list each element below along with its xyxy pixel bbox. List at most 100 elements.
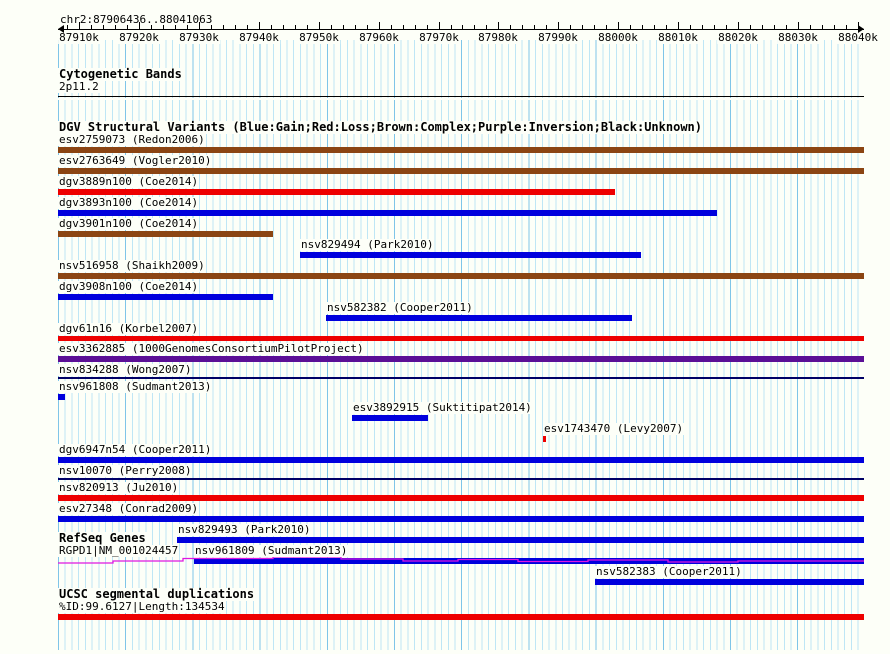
dgv-variant-bar[interactable] (543, 436, 546, 442)
dgv-variant-bar[interactable] (177, 537, 864, 543)
ruler-tick-major (79, 22, 80, 30)
ruler-tick-minor (762, 25, 763, 30)
ruler-tick-major (798, 22, 799, 30)
ruler-tick-minor (570, 25, 571, 30)
ruler-tick-label: 87940k (238, 31, 280, 44)
dgv-variant-bar[interactable] (58, 336, 864, 341)
dgv-variant-bar[interactable] (58, 231, 273, 237)
dgv-variant-bar[interactable] (58, 294, 273, 300)
ruler-tick-label: 88040k (837, 31, 879, 44)
ruler-tick-minor (654, 25, 655, 30)
ruler-tick-label: 87910k (58, 31, 100, 44)
dgv-variant-bar[interactable] (58, 189, 615, 195)
dgv-variant-label: dgv3893n100 (Coe2014) (58, 196, 200, 209)
ruler-tick-minor (714, 25, 715, 30)
ruler-tick-minor (786, 25, 787, 30)
dgv-variant-label: esv3362885 (1000GenomesConsortiumPilotPr… (58, 342, 365, 355)
ruler-tick-minor (474, 25, 475, 30)
ruler-tick-minor (486, 25, 487, 30)
ruler-tick-minor (235, 25, 236, 30)
ruler-tick-label: 87950k (298, 31, 340, 44)
ruler-tick-minor (822, 25, 823, 30)
ruler-tick-minor (810, 25, 811, 30)
dgv-variant-bar[interactable] (58, 377, 864, 379)
locus-label: chr2:87906436..88041063 (59, 13, 214, 26)
dgv-variant-label: nsv829493 (Park2010) (177, 523, 312, 536)
ruler-tick-major (319, 22, 320, 30)
ruler-tick-major (618, 22, 619, 30)
ruler-tick-minor (343, 25, 344, 30)
dgv-variant-bar[interactable] (326, 315, 632, 321)
ruler-tick-minor (510, 25, 511, 30)
ruler-tick-minor (846, 25, 847, 30)
ruler-tick-major (439, 22, 440, 30)
dgv-variant-bar[interactable] (58, 147, 864, 153)
ruler-tick-minor (127, 25, 128, 30)
ruler-tick-label: 87980k (477, 31, 519, 44)
dgv-variant-bar[interactable] (58, 168, 864, 174)
ruler-right-arrow-icon (858, 25, 864, 33)
dgv-variant-label: nsv820913 (Ju2010) (58, 481, 180, 494)
ruler-tick-label: 88030k (777, 31, 819, 44)
dgv-variant-bar[interactable] (58, 210, 717, 216)
cytoband-track-rule (58, 96, 864, 97)
dgv-variant-bar[interactable] (58, 273, 864, 279)
dgv-variant-bar[interactable] (58, 356, 864, 362)
cytoband-item-label: 2p11.2 (58, 80, 100, 93)
dgv-variant-label: nsv10070 (Perry2008) (58, 464, 193, 477)
ruler-tick-minor (774, 25, 775, 30)
ruler-tick-minor (534, 25, 535, 30)
ruler-tick-minor (211, 25, 212, 30)
ruler-tick-minor (151, 25, 152, 30)
ruler-tick-label: 87920k (118, 31, 160, 44)
segdup-track-title: UCSC segmental duplications (58, 587, 256, 601)
ruler-tick-minor (355, 25, 356, 30)
ruler-tick-major (199, 22, 200, 30)
refseq-track-title: RefSeq Genes (58, 531, 147, 545)
ruler-tick-label: 88010k (657, 31, 699, 44)
ruler-tick-minor (103, 25, 104, 30)
dgv-variant-label: dgv61n16 (Korbel2007) (58, 322, 200, 335)
ruler-tick-minor (91, 25, 92, 30)
ruler-tick-label: 87930k (178, 31, 220, 44)
ruler-tick-minor (726, 25, 727, 30)
dgv-variant-bar[interactable] (58, 516, 864, 522)
ruler-tick-major (678, 22, 679, 30)
dgv-variant-label: esv3892915 (Suktitipat2014) (352, 401, 533, 414)
ruler-tick-minor (834, 25, 835, 30)
ruler-tick-minor (546, 25, 547, 30)
dgv-variant-bar[interactable] (58, 394, 65, 400)
dgv-variant-label: nsv582382 (Cooper2011) (326, 301, 474, 314)
dgv-variant-bar[interactable] (58, 495, 864, 501)
dgv-variant-bar[interactable] (352, 415, 428, 421)
ruler-tick-minor (462, 25, 463, 30)
dgv-variant-label: dgv3889n100 (Coe2014) (58, 175, 200, 188)
dgv-variant-bar[interactable] (300, 252, 641, 258)
segdup-item-label: %ID:99.6127|Length:134534 (58, 600, 226, 613)
ruler-tick-minor (175, 25, 176, 30)
cytoband-track-title: Cytogenetic Bands (58, 67, 183, 81)
dgv-variant-label: dgv3901n100 (Coe2014) (58, 217, 200, 230)
ruler-tick-minor (331, 25, 332, 30)
ruler-tick-minor (702, 25, 703, 30)
ruler-tick-minor (307, 25, 308, 30)
dgv-variant-bar[interactable] (58, 457, 864, 463)
ruler-axis-line (58, 29, 864, 30)
ruler-tick-minor (247, 25, 248, 30)
dgv-variant-bar[interactable] (58, 478, 864, 480)
ruler-tick-label: 87970k (418, 31, 460, 44)
ruler-tick-minor (427, 25, 428, 30)
ruler-tick-minor (642, 25, 643, 30)
dgv-variant-bar[interactable] (595, 579, 864, 585)
dgv-track-title: DGV Structural Variants (Blue:Gain;Red:L… (58, 120, 703, 134)
ruler-tick-minor (295, 25, 296, 30)
ruler-tick-minor (582, 25, 583, 30)
dgv-variant-label: esv2759073 (Redon2006) (58, 133, 206, 146)
segdup-bar[interactable] (58, 614, 864, 620)
ruler-tick-major (738, 22, 739, 30)
ruler-tick-label: 88000k (597, 31, 639, 44)
ruler-tick-minor (666, 25, 667, 30)
ruler-tick-label: 87990k (537, 31, 579, 44)
ruler-tick-minor (594, 25, 595, 30)
ruler-tick-major (558, 22, 559, 30)
